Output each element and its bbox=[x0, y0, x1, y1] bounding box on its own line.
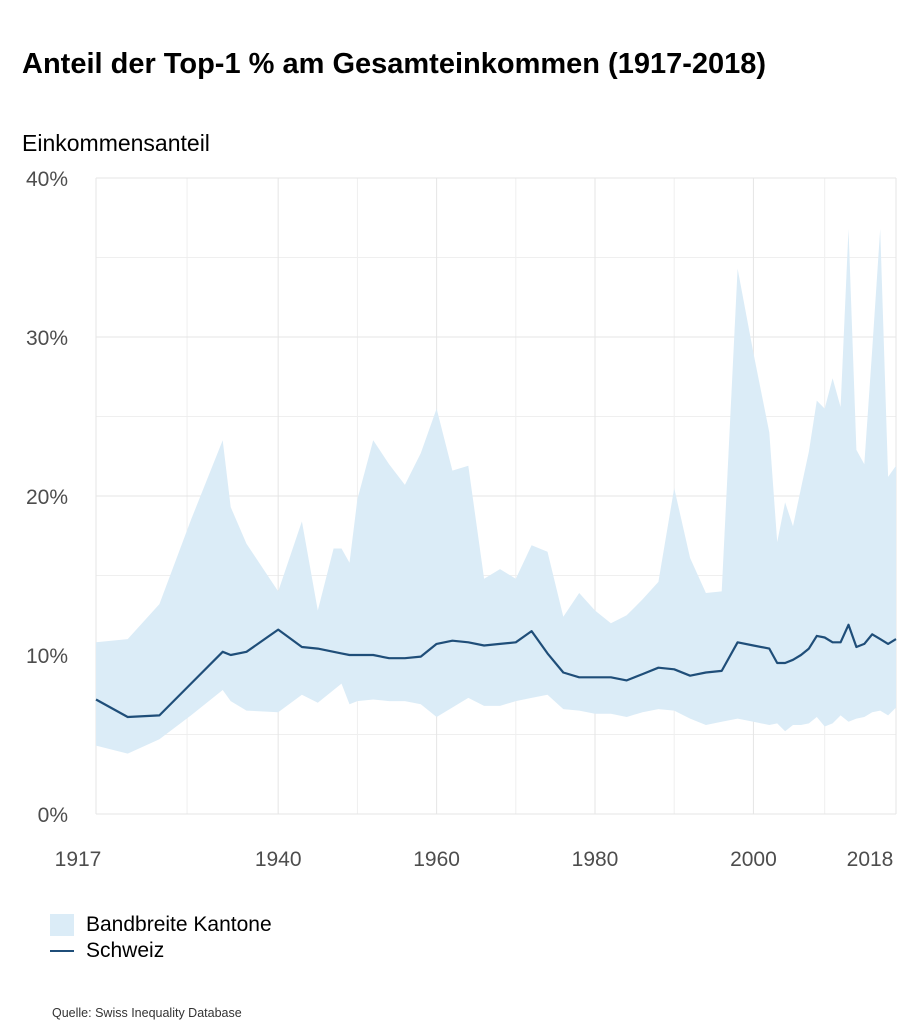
plot-area: 0% 10% 20% 30% 40% 1917 1940 1960 1980 2000 2018 bbox=[26, 168, 897, 871]
x-tick-labels: 1917 1940 1960 1980 2000 2018 bbox=[55, 848, 894, 871]
legend: Bandbreite Kantone Schweiz bbox=[50, 912, 272, 964]
y-axis-label: Einkommensanteil bbox=[22, 130, 210, 156]
legend-swatch-band bbox=[50, 914, 74, 936]
y-tick-label: 30% bbox=[26, 327, 68, 350]
legend-item-line: Schweiz bbox=[50, 938, 272, 964]
y-tick-label: 40% bbox=[26, 168, 68, 191]
legend-item-band: Bandbreite Kantone bbox=[50, 912, 272, 938]
y-tick-label: 20% bbox=[26, 486, 68, 509]
x-tick-label: 1980 bbox=[572, 848, 619, 871]
x-tick-label: 1940 bbox=[255, 848, 302, 871]
x-tick-label: 1917 bbox=[55, 848, 102, 871]
chart-title: Anteil der Top-1 % am Gesamteinkommen (1… bbox=[22, 48, 767, 80]
legend-label-band: Bandbreite Kantone bbox=[86, 913, 272, 936]
x-tick-label: 2018 bbox=[847, 848, 894, 871]
legend-label-line: Schweiz bbox=[86, 939, 165, 962]
y-tick-label: 10% bbox=[26, 645, 68, 668]
legend-swatch-line bbox=[50, 949, 74, 953]
line-schweiz bbox=[95, 623, 897, 719]
x-tick-label: 2000 bbox=[730, 848, 777, 871]
band-area-kantone bbox=[96, 228, 896, 754]
x-tick-label: 1960 bbox=[413, 848, 460, 871]
source-note: Quelle: Swiss Inequality Database bbox=[52, 1006, 242, 1020]
y-tick-label: 0% bbox=[38, 804, 68, 827]
y-tick-labels: 0% 10% 20% 30% 40% bbox=[26, 168, 68, 827]
